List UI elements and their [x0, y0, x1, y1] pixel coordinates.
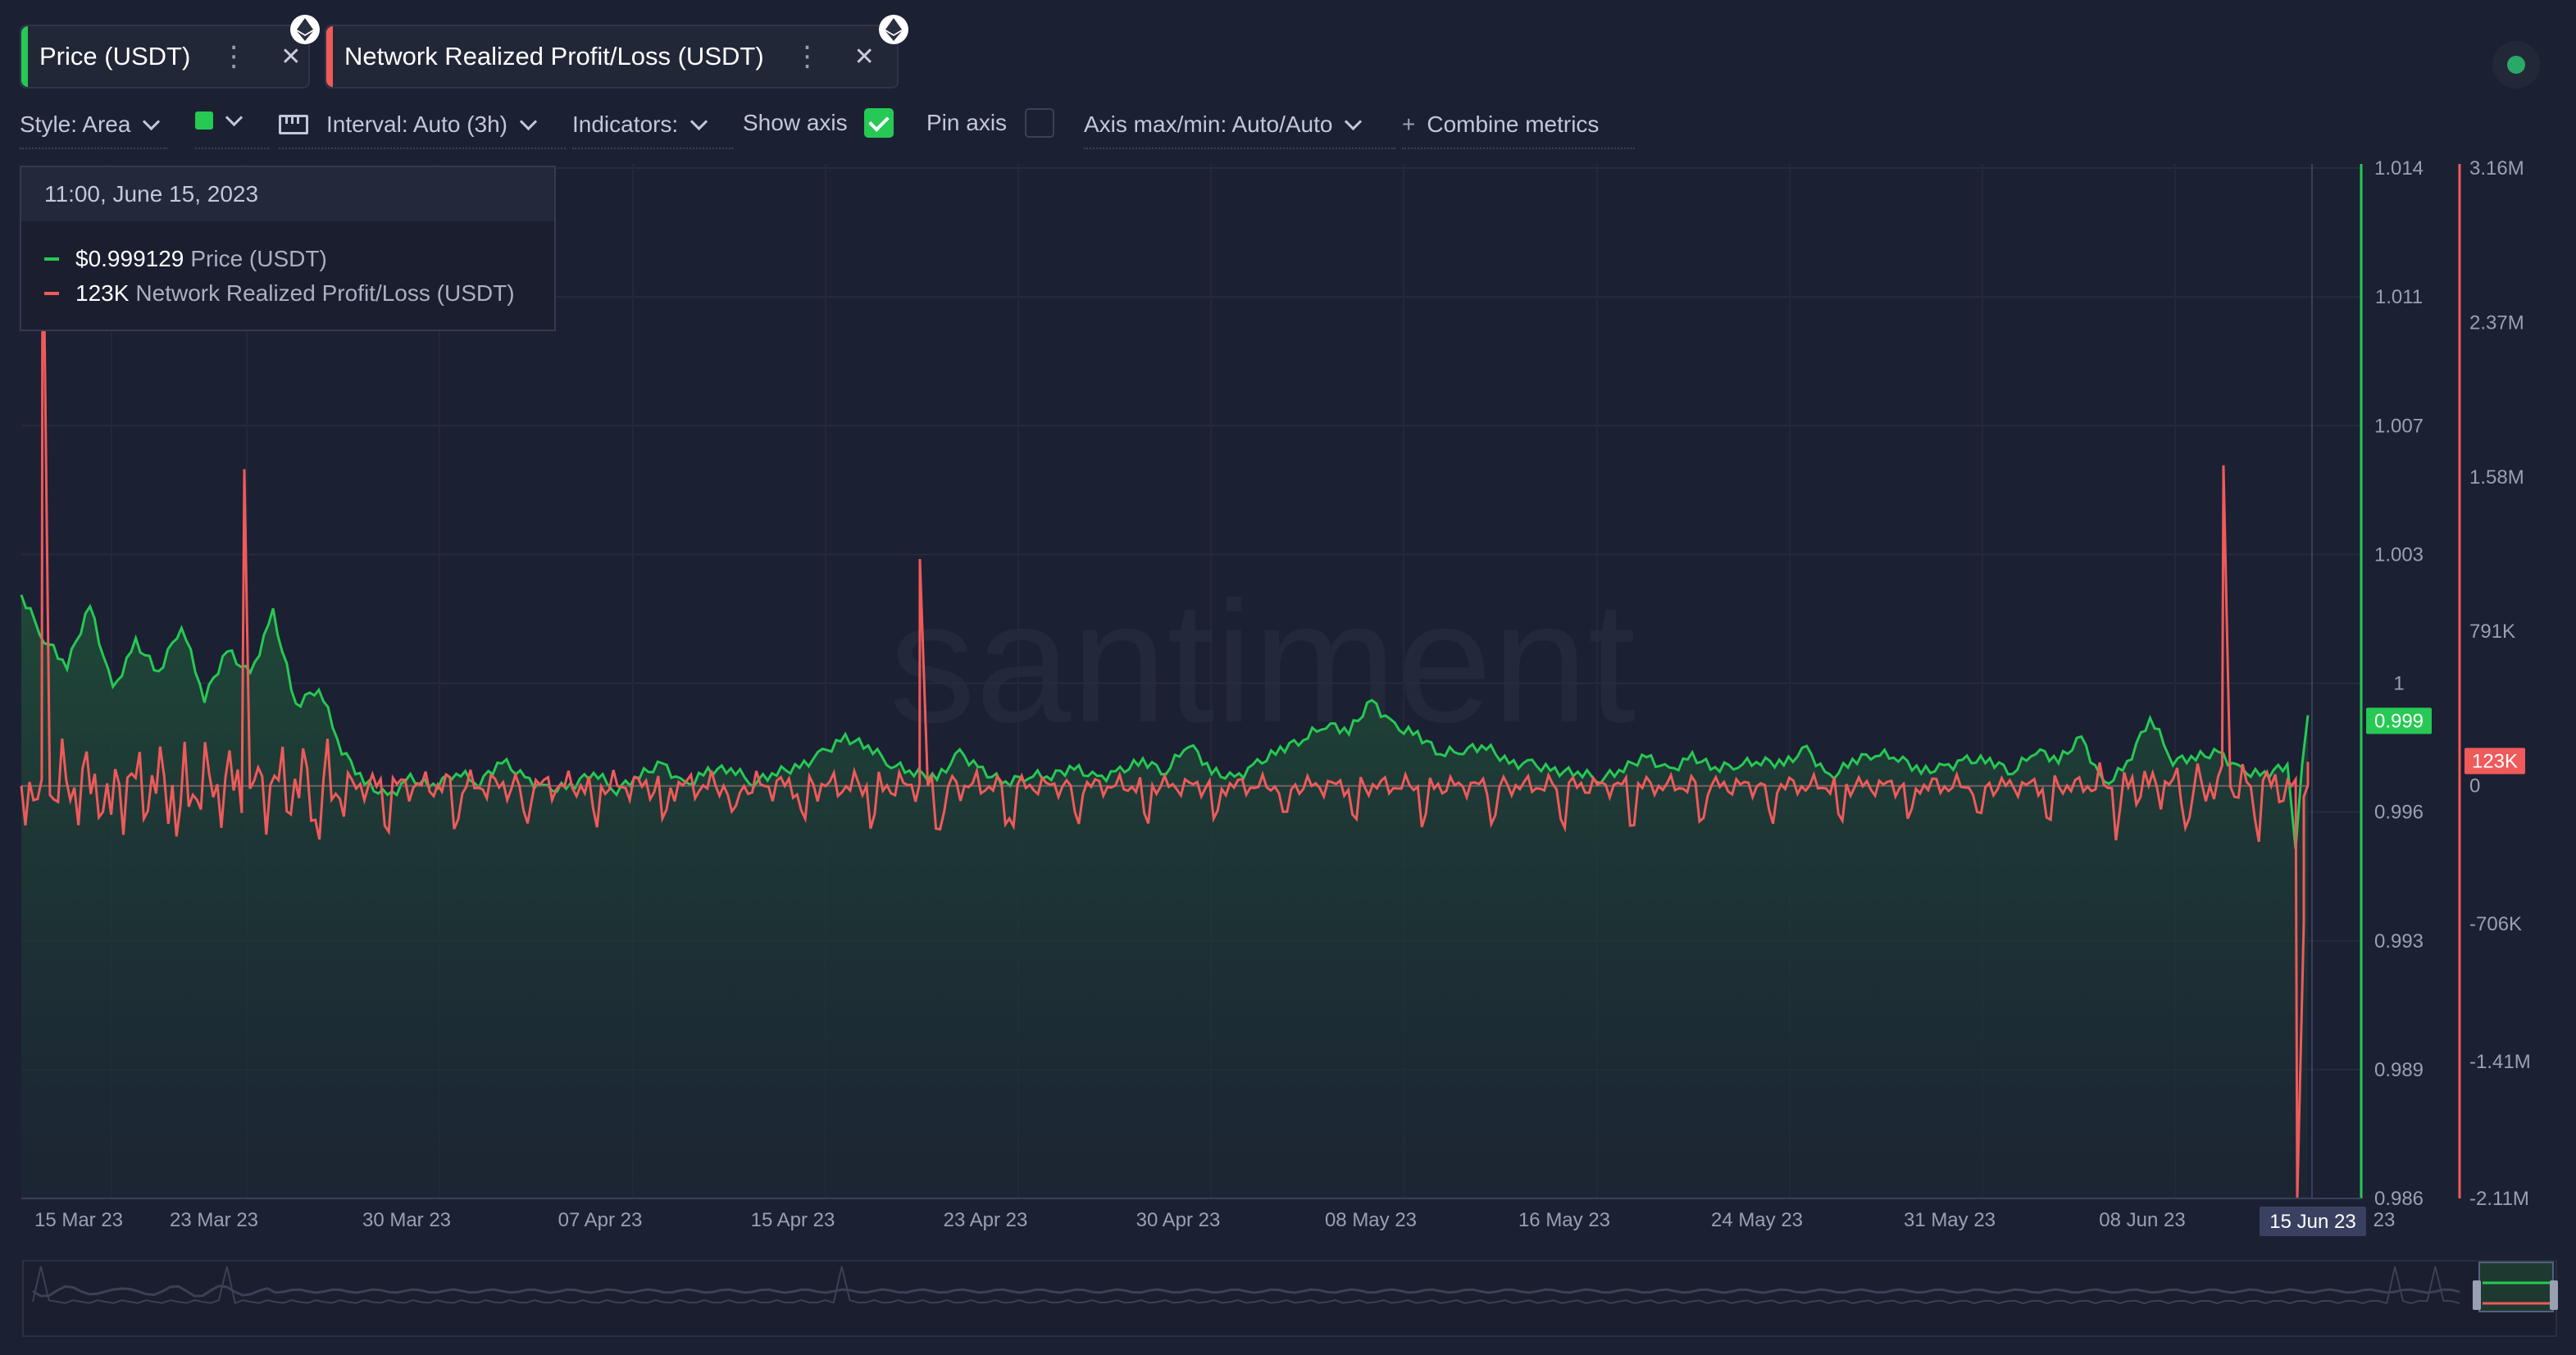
series-color-dash: [44, 257, 59, 261]
right-axis-tick-label: 1.58M: [2469, 466, 2524, 489]
x-axis-tick-label: 30 Mar 23: [362, 1209, 451, 1231]
navigator-profit-loss-line: [32, 1266, 2460, 1305]
show-axis-checkbox[interactable]: [863, 108, 894, 138]
interval-dropdown[interactable]: Interval: Auto (3h): [279, 111, 538, 138]
navigator-track: [22, 1260, 2557, 1337]
hover-date-label: 15 Jun 23: [2269, 1211, 2355, 1233]
timeline-navigator: [22, 1260, 2558, 1337]
price-line: [20, 594, 2310, 849]
profit-loss-line: [20, 167, 2310, 1199]
navigator-price-line: [32, 1285, 2460, 1298]
left-axis-tick-label: 1.014: [2374, 157, 2424, 180]
left-axis-tick-label: 1.003: [2374, 543, 2424, 566]
axis-minmax-dropdown[interactable]: Axis max/min: Auto/Auto: [1084, 111, 1363, 138]
metric-color-bar: [326, 26, 333, 87]
status-dot-icon: [2507, 56, 2525, 74]
left-axis-tick-label: 1.007: [2374, 415, 2424, 437]
style-dropdown[interactable]: Style: Area: [20, 111, 161, 138]
x-axis-tick-label: 23: [2373, 1209, 2396, 1231]
hover-date-badge: [2260, 1207, 2366, 1236]
metric-color-bar: [21, 26, 28, 87]
color-dropdown[interactable]: [195, 108, 243, 130]
x-axis-tick-label: 23 Mar 23: [170, 1209, 258, 1231]
ethereum-icon: [290, 15, 320, 44]
current-profit-loss-badge: [2464, 748, 2525, 775]
combine-metrics-button[interactable]: + Combine metrics: [1402, 111, 1600, 137]
x-axis-tick-label: 31 May 23: [1904, 1209, 1996, 1231]
x-axis-tick-label: 08 Jun 23: [2099, 1209, 2185, 1231]
dots-vertical-icon[interactable]: ⋮: [793, 41, 821, 72]
right-axis-tick-label: 3.16M: [2469, 157, 2524, 180]
metric-label: Network Realized Profit/Loss (USDT): [344, 42, 764, 70]
x-axis-tick-label: 30 Apr 23: [1136, 1209, 1221, 1231]
price-area-series: [20, 594, 2310, 1198]
left-axis-tick-label: 0.993: [2374, 930, 2424, 953]
pin-axis-checkbox[interactable]: [1025, 108, 1055, 138]
show-axis-toggle[interactable]: Show axis: [743, 108, 894, 138]
profit-loss-series: [20, 167, 2310, 1199]
right-axis-tick-label: 791K: [2469, 621, 2515, 643]
dots-vertical-icon[interactable]: ⋮: [220, 41, 248, 72]
pin-axis-toggle[interactable]: Pin axis: [926, 108, 1055, 138]
tooltip-date: 11:00, June 15, 2023: [21, 167, 554, 221]
x-axis-tick-label: 07 Apr 23: [558, 1209, 643, 1231]
metric-chip-price[interactable]: Price (USDT) ⋮ ✕: [20, 25, 310, 89]
tooltip-row-price: $0.999129 Price (USDT): [44, 246, 327, 272]
chart-tooltip: 11:00, June 15, 2023 $0.999129 Price (US…: [20, 166, 556, 331]
x-axis-tick-label: 23 Apr 23: [944, 1209, 1028, 1231]
left-axis-tick-label: 0.986: [2374, 1188, 2424, 1210]
series-color-dash: [44, 292, 59, 295]
right-axis-tick-label: 0: [2469, 775, 2480, 798]
navigator-handle-left: [2473, 1280, 2481, 1310]
x-axis-tick-label: 15 Apr 23: [751, 1209, 835, 1231]
close-icon[interactable]: ✕: [280, 43, 302, 70]
right-axis-tick-label: -2.11M: [2469, 1188, 2529, 1210]
current-price-label: 0.999: [2374, 710, 2424, 732]
x-axis-tick-label: 16 May 23: [1518, 1209, 1610, 1231]
price-area-fill: [21, 594, 2308, 1198]
tooltip-row-profit-loss: 123K Network Realized Profit/Loss (USDT): [44, 280, 515, 307]
watermark: santiment: [890, 566, 1636, 758]
metric-chip-network-realized-profit-loss[interactable]: Network Realized Profit/Loss (USDT) ⋮ ✕: [325, 25, 899, 89]
navigator-handle-right: [2550, 1280, 2558, 1310]
close-icon[interactable]: ✕: [853, 43, 875, 70]
left-axis-tick-label: 0.996: [2374, 802, 2424, 824]
current-price-badge: [2366, 707, 2432, 734]
left-axis-tick-label: 0.989: [2374, 1059, 2424, 1081]
x-axis-tick-label: 24 May 23: [1711, 1209, 1803, 1231]
chart-axes: 1.014 1.011 1.007 1.003 1 0.996 0.993 0.989 0.98…: [21, 157, 2531, 1236]
ethereum-icon: [879, 15, 908, 44]
metric-label: Price (USDT): [39, 42, 191, 70]
color-swatch: [195, 111, 213, 130]
right-axis-tick-label: -1.41M: [2469, 1051, 2531, 1073]
status-indicator[interactable]: [2492, 41, 2540, 89]
right-axis-tick-label: -706K: [2469, 913, 2522, 935]
indicators-dropdown[interactable]: Indicators:: [572, 111, 708, 138]
current-profit-loss-label: 123K: [2472, 750, 2518, 772]
x-axis-tick-label: 08 May 23: [1325, 1209, 1417, 1231]
right-axis-tick-label: 2.37M: [2469, 311, 2524, 334]
ruler-icon: [279, 115, 308, 134]
left-axis-tick-label: 1.011: [2375, 286, 2423, 308]
plus-icon: +: [1402, 111, 1416, 137]
left-axis-tick-label: 1: [2393, 673, 2404, 695]
x-axis-tick-label: 15 Mar 23: [34, 1209, 123, 1231]
